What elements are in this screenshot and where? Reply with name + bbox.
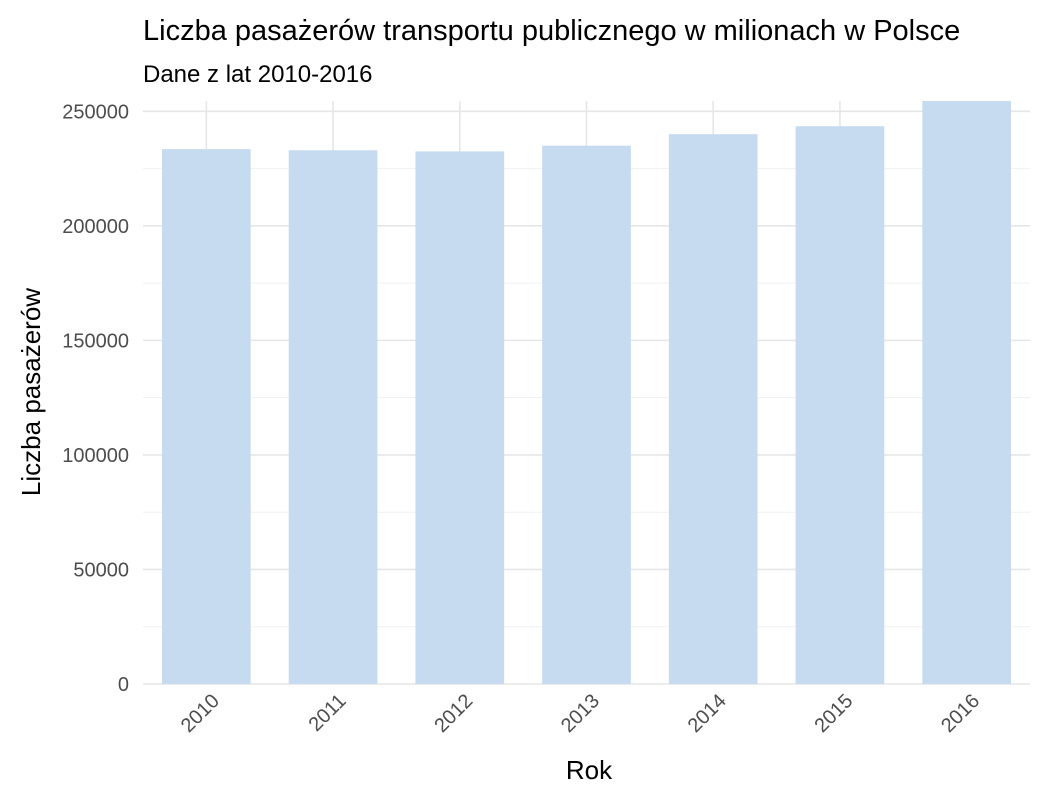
y-tick-label: 50000	[73, 559, 129, 581]
x-tick-label: 2011	[305, 690, 351, 736]
x-tick-label: 2014	[684, 690, 731, 737]
x-tick-label: 2013	[557, 690, 604, 737]
x-tick-label: 2016	[937, 690, 984, 737]
x-tick-label: 2015	[810, 690, 857, 737]
bar-2016	[922, 101, 1011, 684]
y-tick-label: 100000	[62, 445, 129, 467]
bar-2015	[795, 126, 885, 684]
bar-2010	[162, 149, 251, 685]
bars-group	[162, 101, 1011, 685]
bar-2012	[415, 151, 505, 684]
y-axis-title: Liczba pasażerów	[16, 288, 46, 496]
x-tick-label: 2010	[177, 690, 224, 737]
y-axis-ticks: 0 50000 100000 150000 200000 250000	[62, 101, 129, 696]
x-axis-title: Rok	[566, 755, 613, 785]
bar-2013	[542, 145, 631, 685]
x-axis-ticks: 2010 2011 2012 2013 2014 2015 2016	[177, 690, 984, 737]
bar-2014	[668, 134, 758, 684]
y-tick-label: 0	[118, 674, 129, 696]
chart-title: Liczba pasażerów transportu publicznego …	[143, 15, 960, 47]
y-tick-label: 200000	[62, 216, 129, 238]
x-tick-label: 2012	[430, 690, 477, 737]
y-tick-label: 250000	[62, 101, 129, 123]
chart-subtitle: Dane z lat 2010-2016	[143, 61, 373, 88]
y-tick-label: 150000	[62, 330, 129, 352]
bar-2011	[288, 150, 378, 685]
